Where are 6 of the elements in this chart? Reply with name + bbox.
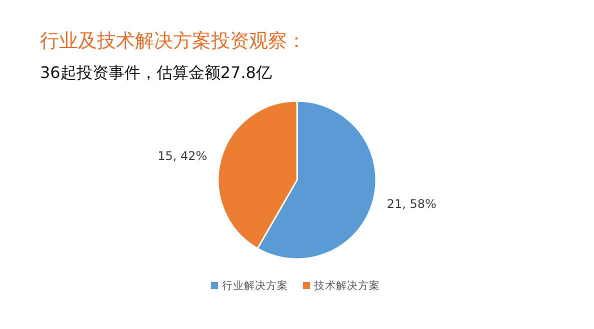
- legend-label: 行业解决方案: [222, 279, 288, 292]
- chart-title: 行业及技术解决方案投资观察：: [40, 30, 306, 52]
- data-label: 21, 58%: [386, 197, 436, 212]
- chart-subtitle: 36起投资事件，估算金额27.8亿: [40, 63, 272, 82]
- data-label: 15, 42%: [158, 148, 208, 163]
- legend-label: 技术解决方案: [313, 279, 380, 292]
